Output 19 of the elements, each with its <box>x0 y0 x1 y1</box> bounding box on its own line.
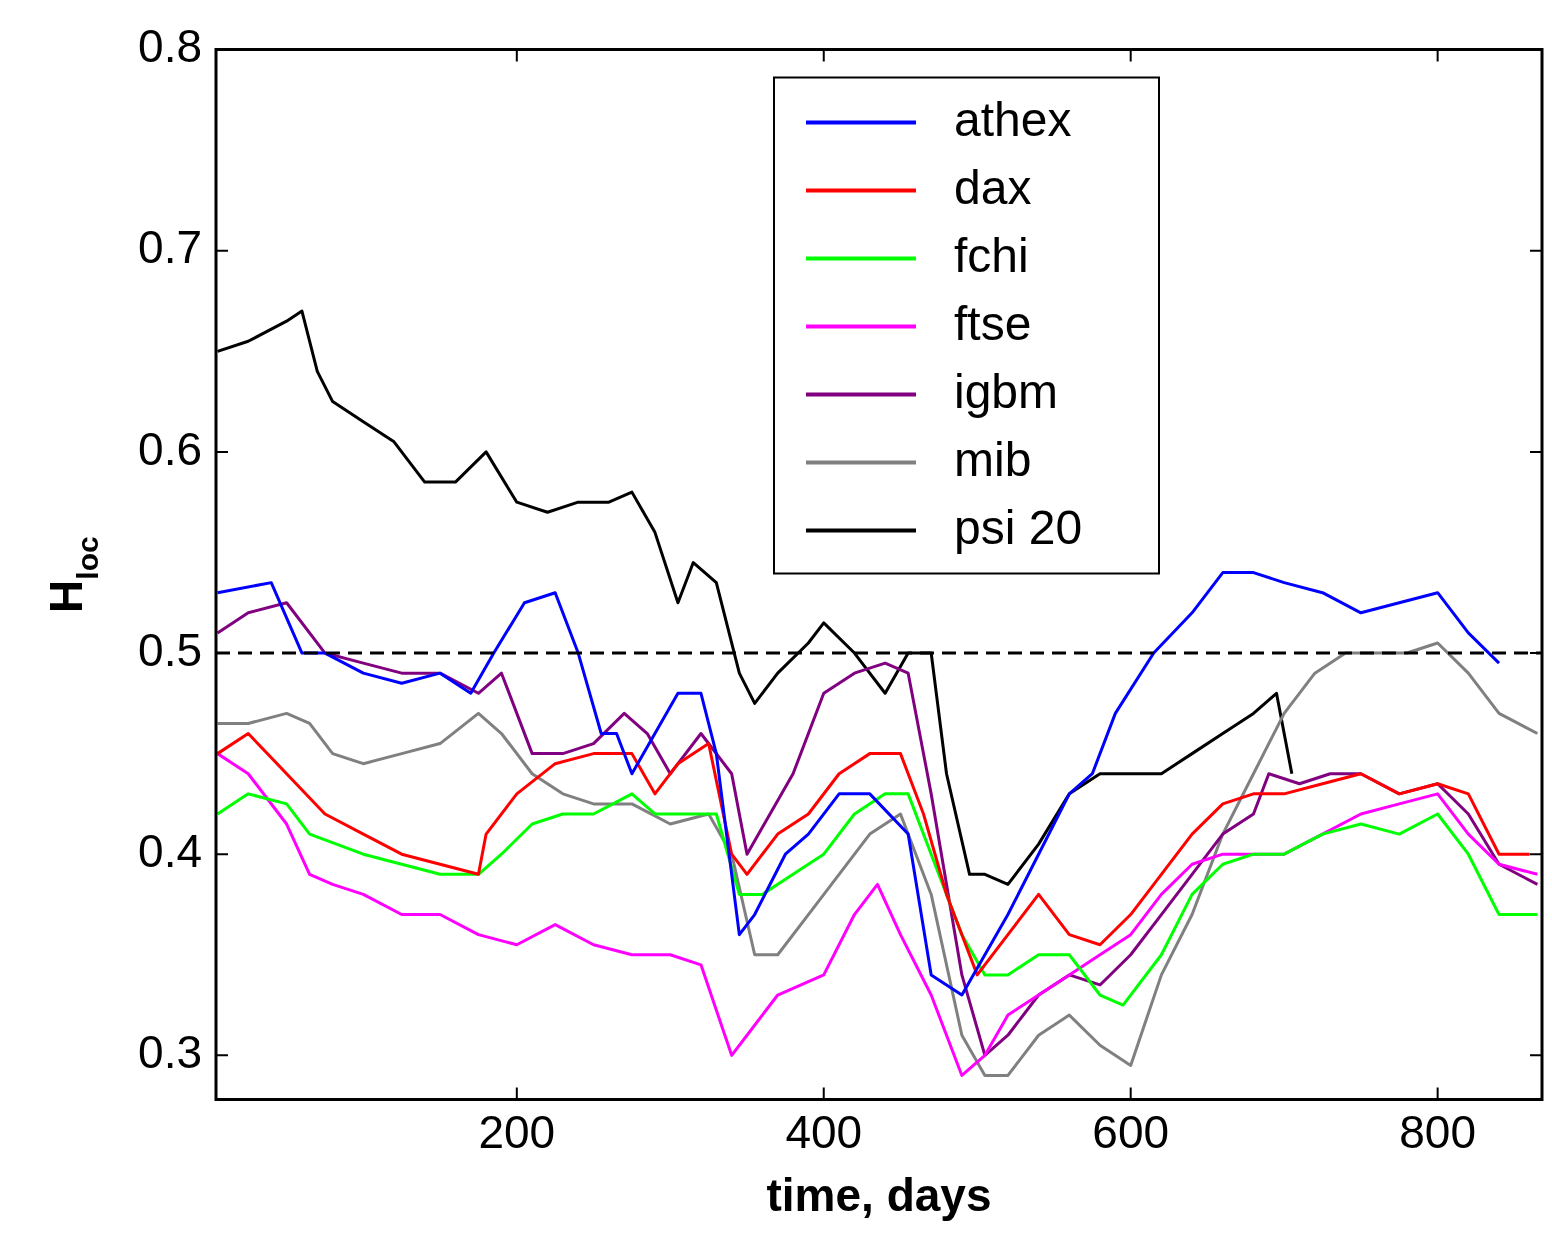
x-tick-label: 600 <box>1092 1105 1170 1158</box>
legend-label: ftse <box>954 296 1032 350</box>
y-tick-label: 0.5 <box>138 623 202 676</box>
legend-label: psi 20 <box>954 500 1083 554</box>
y-tick-label: 0.4 <box>138 824 202 877</box>
legend-label: igbm <box>954 364 1059 418</box>
x-tick-label: 200 <box>478 1105 556 1158</box>
legend-label: athex <box>954 92 1072 146</box>
x-axis-title: time, days <box>766 1169 992 1222</box>
y-tick-label: 0.3 <box>138 1026 202 1079</box>
legend-label: mib <box>954 432 1032 486</box>
y-tick-label: 0.6 <box>138 422 202 475</box>
legend-label: fchi <box>954 228 1029 282</box>
y-axis-title: Hloc <box>40 536 104 613</box>
y-tick-label: 0.7 <box>138 221 202 274</box>
x-tick-label: 800 <box>1399 1105 1477 1158</box>
y-tick-label: 0.8 <box>138 20 202 73</box>
legend-label: dax <box>954 160 1032 214</box>
x-tick-label: 400 <box>785 1105 863 1158</box>
